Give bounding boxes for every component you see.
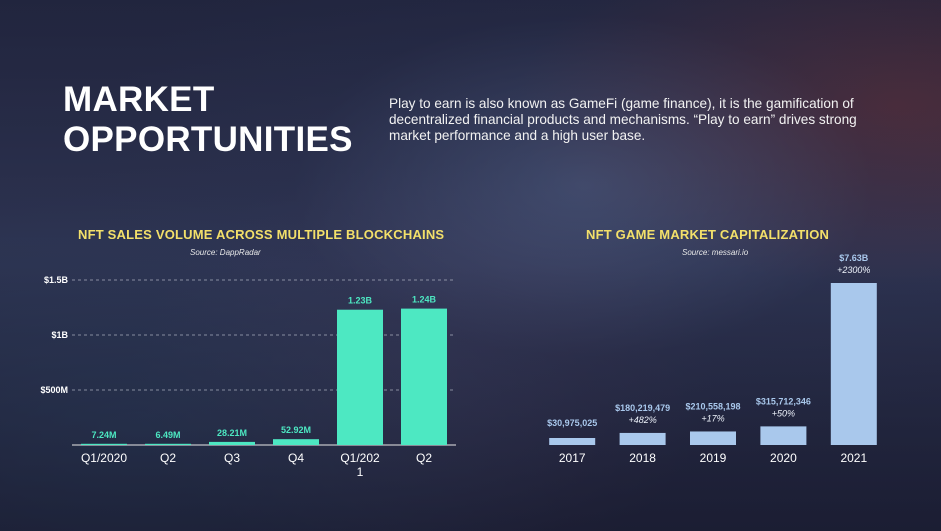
gamefi-bar <box>549 438 596 445</box>
nft-category-label: Q2 <box>416 451 432 465</box>
nft-category-label: Q2 <box>160 451 176 465</box>
gamefi-growth-label: +482% <box>628 415 656 425</box>
nft-y-tick-label: $1.5B <box>44 275 69 285</box>
nft-bar <box>209 441 255 445</box>
nft-value-label: 6.49M <box>155 430 180 440</box>
nft-bar <box>81 443 127 445</box>
gamefi-category-label: 2017 <box>559 451 586 465</box>
nft-value-label: 52.92M <box>281 425 311 435</box>
gamefi-chart-title: NFT GAME MARKET CAPITALIZATION <box>586 227 830 242</box>
nft-value-label: 1.24B <box>412 295 437 305</box>
gamefi-value-label: $180,219,479 <box>615 403 670 413</box>
nft-bar <box>273 439 319 445</box>
gamefi-growth-label: +2300% <box>837 265 870 275</box>
gamefi-category-label: 2021 <box>840 451 867 465</box>
gamefi-bar <box>760 426 807 445</box>
nft-category-label: 1 <box>357 465 364 479</box>
nft-category-label: Q1/202 <box>340 451 380 465</box>
nft-bar <box>401 308 447 445</box>
nft-category-label: Q3 <box>224 451 240 465</box>
nft-bar <box>337 309 383 445</box>
gamefi-bar <box>690 431 736 445</box>
gamefi-value-label: $315,712,346 <box>756 396 811 406</box>
gamefi-category-label: 2018 <box>629 451 656 465</box>
gamefi-category-label: 2019 <box>700 451 727 465</box>
gamefi-category-label: 2020 <box>770 451 797 465</box>
gamefi-growth-label: +50% <box>772 408 795 418</box>
gamefi-bar <box>619 432 666 445</box>
nft-y-tick-label: $1B <box>51 330 68 340</box>
gamefi-value-label: $210,558,198 <box>685 401 740 411</box>
nft-value-label: 28.21M <box>217 428 247 438</box>
nft-chart-title: NFT SALES VOLUME ACROSS MULTIPLE BLOCKCH… <box>78 227 445 242</box>
nft-chart-source: Source: DappRadar <box>190 248 261 257</box>
nft-value-label: 7.24M <box>91 430 116 440</box>
intro-paragraph: Play to earn is also known as GameFi (ga… <box>389 96 857 143</box>
nft-value-label: 1.23B <box>348 296 373 306</box>
gamefi-value-label: $30,975,025 <box>547 418 597 428</box>
gamefi-growth-label: +17% <box>701 413 724 423</box>
page-title-line-2: OPPORTUNITIES <box>63 120 353 159</box>
nft-category-label: Q1/2020 <box>81 451 127 465</box>
gamefi-bar <box>830 283 877 445</box>
nft-category-label: Q4 <box>288 451 304 465</box>
page-title: MARKET OPPORTUNITIES <box>63 80 353 160</box>
gamefi-value-label: $7.63B <box>839 253 869 263</box>
gamefi-chart-source: Source: messari.io <box>682 248 749 257</box>
page-title-line-1: MARKET <box>63 80 215 119</box>
nft-bar <box>145 443 191 445</box>
nft-y-tick-label: $500M <box>40 385 68 395</box>
